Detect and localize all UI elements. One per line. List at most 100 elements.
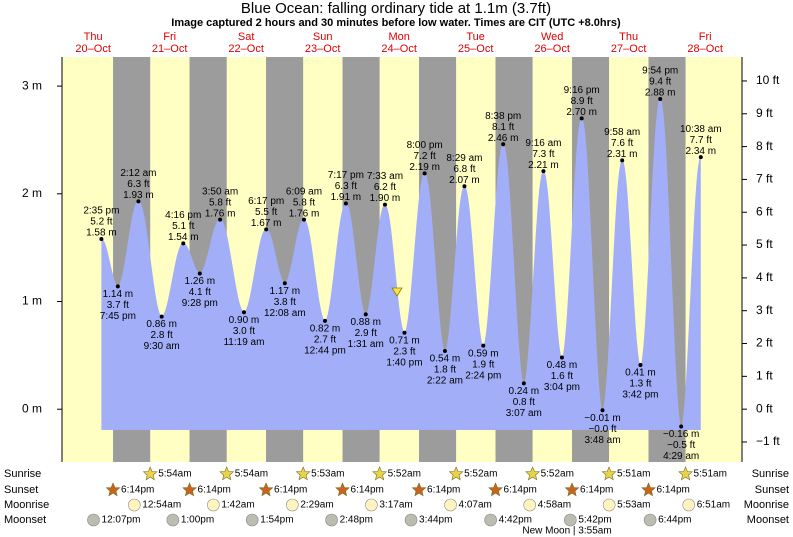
tide-time: 8:38 pm	[485, 111, 521, 122]
tide-time: 1:31 am	[348, 339, 384, 350]
moonset-time: 1:00pm	[181, 515, 214, 526]
tide-time: 8:29 am	[446, 153, 482, 164]
sunrise-time: 5:52am	[464, 469, 497, 480]
tide-height-ft: 6.2 ft	[374, 182, 396, 193]
tide-height-ft: 3.7 ft	[107, 300, 129, 311]
row-label: Moonrise	[4, 499, 49, 511]
tide-time: 9:16 am	[525, 138, 561, 149]
tide-time: 4:29 am	[663, 451, 699, 462]
tide-height-m: 2.07 m	[449, 175, 480, 186]
tide-height-ft: −0.5 ft	[667, 440, 695, 451]
tide-height-m: 2.70 m	[566, 107, 597, 118]
tide-height-m: 1.14 m	[103, 289, 134, 300]
tide-height-m: 0.90 m	[229, 315, 260, 326]
tide-time: 7:17 pm	[328, 170, 364, 181]
moonset-time: 4:42pm	[499, 515, 532, 526]
tide-height-m: 1.90 m	[370, 193, 401, 204]
tide-height-ft: 2.8 ft	[151, 330, 173, 341]
tide-height-m: 0.48 m	[547, 360, 578, 371]
tide-height-m: 0.86 m	[146, 319, 177, 330]
tide-height-ft: 5.8 ft	[209, 197, 231, 208]
sunrise-time: 5:54am	[235, 469, 268, 480]
sunset-time: 6:14pm	[657, 485, 690, 496]
row-label: Sunrise	[752, 468, 789, 480]
moonrise-icon	[286, 498, 299, 512]
moon-phase-note: New Moon | 3:55am	[522, 526, 611, 537]
sunset-time: 6:14pm	[351, 485, 384, 496]
sunset-time: 6:14pm	[274, 485, 307, 496]
chart-subtitle: Image captured 2 hours and 30 minutes be…	[171, 17, 621, 29]
y2-tick-label: 6 ft	[756, 204, 773, 218]
moonset-icon	[404, 513, 418, 527]
tide-point	[501, 142, 506, 147]
tide-height-ft: 7.7 ft	[690, 135, 712, 146]
y2-tick-label: 2 ft	[756, 336, 773, 350]
tide-height-m: 2.31 m	[607, 149, 638, 160]
tide-time: 7:33 am	[367, 171, 403, 182]
date-label: 25–Oct	[458, 43, 493, 55]
y2-tick-label: 0 ft	[756, 401, 773, 415]
tide-height-ft: 5.2 ft	[90, 217, 112, 228]
tide-time: 12:44 pm	[304, 346, 346, 357]
date-label: 22–Oct	[228, 43, 263, 55]
tide-point	[541, 169, 546, 174]
y2-tick-label: 7 ft	[756, 172, 773, 186]
moonset-icon	[643, 513, 657, 527]
tide-time: 9:58 am	[604, 127, 640, 138]
moonset-icon	[87, 513, 100, 527]
day-label: Tue	[466, 31, 485, 43]
moonrise-time: 3:17am	[379, 500, 412, 511]
tide-height-ft: 2.7 ft	[314, 335, 336, 346]
row-label: Moonset	[4, 514, 46, 526]
tide-time: 9:54 pm	[642, 66, 678, 77]
tide-point	[363, 312, 368, 317]
date-label: 23–Oct	[305, 43, 340, 55]
tide-point	[159, 314, 164, 319]
tide-point	[698, 155, 703, 160]
moonset-time: 5:42pm	[578, 515, 611, 526]
tide-point	[579, 116, 584, 121]
tide-height-ft: 1.8 ft	[434, 365, 456, 376]
tide-height-m: 0.41 m	[625, 368, 656, 379]
moonset-time: 2:48pm	[340, 515, 373, 526]
tide-height-m: 2.88 m	[645, 88, 676, 99]
tide-time: 10:38 am	[680, 124, 722, 135]
date-label: 26–Oct	[534, 43, 569, 55]
moonset-time: 12:07pm	[102, 515, 141, 526]
day-label: Mon	[388, 31, 409, 43]
tide-point	[402, 330, 407, 335]
moonset-time: 6:44pm	[658, 515, 691, 526]
sunset-time: 6:14pm	[580, 485, 613, 496]
tide-height-m: 2.21 m	[528, 160, 559, 171]
tide-time: 3:48 am	[584, 435, 620, 446]
current-tide-marker	[391, 287, 403, 297]
tide-time: 3:50 am	[202, 186, 238, 197]
sunrise-time: 5:52am	[541, 469, 574, 480]
sunrise-time: 5:54am	[158, 469, 191, 480]
tide-height-ft: 1.6 ft	[551, 371, 573, 382]
moonset-icon	[245, 513, 259, 527]
sunrise-time: 5:51am	[617, 469, 650, 480]
tide-point	[115, 284, 120, 289]
date-label: 27–Oct	[611, 43, 646, 55]
y2-tick-label: 4 ft	[756, 270, 773, 284]
tide-height-ft: 8.9 ft	[571, 96, 593, 107]
tide-area	[101, 99, 701, 430]
moonrise-time: 1:42am	[221, 500, 254, 511]
tide-height-m: 1.93 m	[123, 190, 154, 201]
sunset-time: 6:14pm	[504, 485, 537, 496]
y-tick-label: 1 m	[22, 294, 42, 308]
tide-height-m: −0.01 m	[584, 413, 620, 424]
tide-height-m: 1.26 m	[185, 276, 216, 287]
moonset-icon	[325, 513, 338, 527]
tide-height-ft: 2.9 ft	[355, 328, 377, 339]
y2-tick-label: 10 ft	[756, 73, 780, 87]
tide-height-m: 1.91 m	[331, 192, 362, 203]
tide-point	[282, 281, 287, 286]
row-label: Moonrise	[744, 499, 789, 511]
row-label: Moonset	[747, 514, 789, 526]
moonset-time: 1:54pm	[260, 515, 293, 526]
tide-height-m: −0.16 m	[663, 429, 699, 440]
